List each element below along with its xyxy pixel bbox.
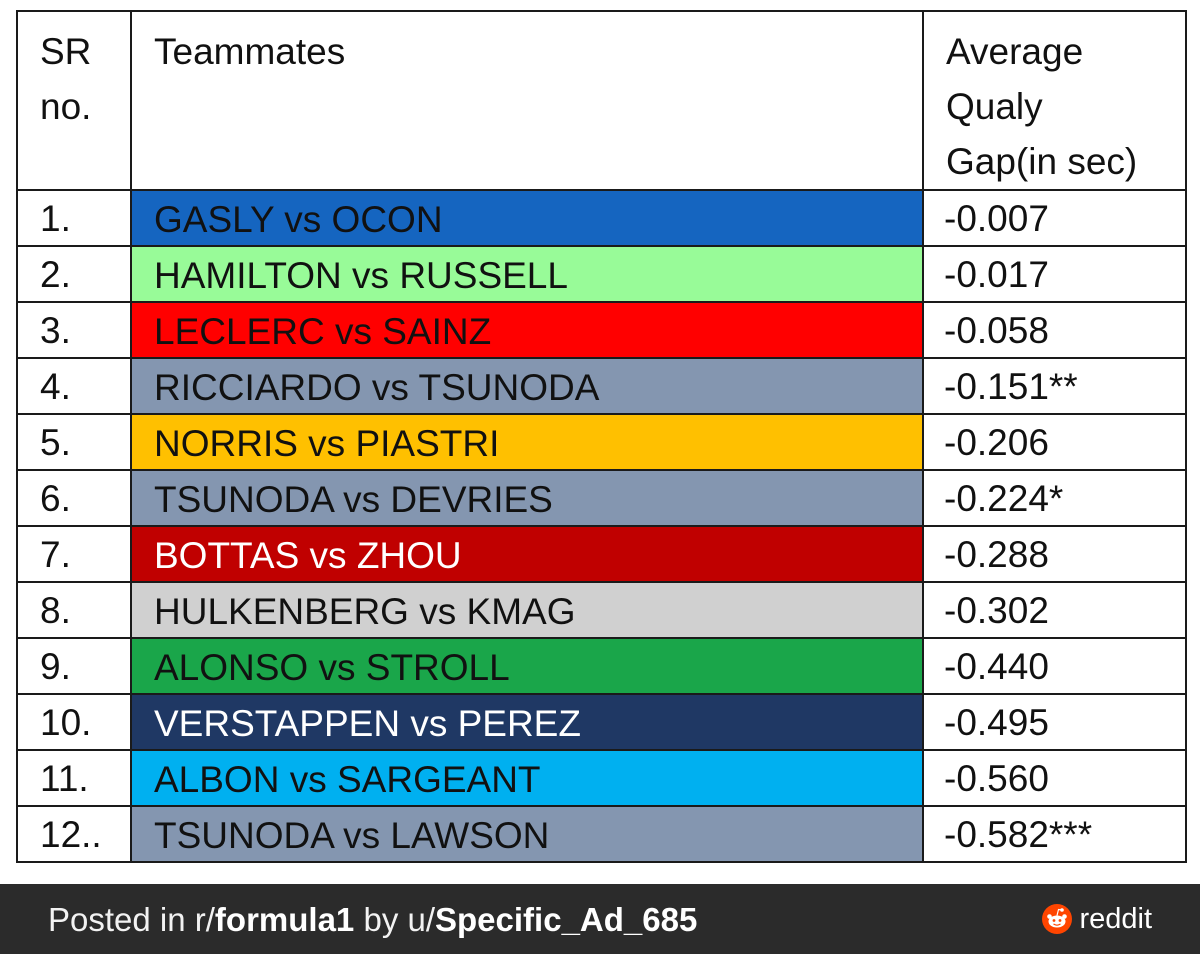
teammates-cell: GASLY vs OCON (130, 189, 924, 247)
header-sr-line1: SR (40, 31, 92, 72)
qualy-gap-cell: -0.495 (922, 693, 1187, 751)
sr-number-cell: 6. (16, 469, 132, 527)
teammates-cell: HULKENBERG vs KMAG (130, 581, 924, 639)
header-gap-line3: Gap(in sec) (946, 141, 1138, 182)
teammates-label: VERSTAPPEN vs PEREZ (133, 696, 921, 748)
header-teammates: Teammates (130, 10, 924, 191)
teammates-cell: TSUNODA vs LAWSON (130, 805, 924, 863)
teammates-label: ALONSO vs STROLL (133, 640, 921, 692)
teammates-label: ALBON vs SARGEANT (133, 752, 921, 804)
username-link[interactable]: Specific_Ad_685 (435, 901, 698, 938)
teammates-cell: ALONSO vs STROLL (130, 637, 924, 695)
reddit-footer-bar: Posted in r/formula1 by u/Specific_Ad_68… (0, 884, 1200, 954)
sr-number-cell: 11. (16, 749, 132, 807)
sr-number-cell: 7. (16, 525, 132, 583)
posted-by-text: Posted in r/formula1 by u/Specific_Ad_68… (48, 901, 697, 939)
teammates-cell: NORRIS vs PIASTRI (130, 413, 924, 471)
header-gap-line2: Qualy (946, 86, 1043, 127)
qualy-gap-cell: -0.582*** (922, 805, 1187, 863)
sr-number-cell: 10. (16, 693, 132, 751)
sr-number-cell: 2. (16, 245, 132, 303)
sr-number-cell: 9. (16, 637, 132, 695)
qualy-gap-cell: -0.560 (922, 749, 1187, 807)
qualy-gap-cell: -0.058 (922, 301, 1187, 359)
teammates-label: HULKENBERG vs KMAG (133, 584, 921, 636)
header-gap: Average Qualy Gap(in sec) (922, 10, 1187, 191)
qualy-gap-cell: -0.288 (922, 525, 1187, 583)
table-row: 10. VERSTAPPEN vs PEREZ -0.495 (16, 693, 1187, 751)
header-sr-line2: no. (40, 86, 92, 127)
teammates-label: LECLERC vs SAINZ (133, 304, 921, 356)
by-label: by u/ (354, 901, 436, 938)
table-row: 11. ALBON vs SARGEANT -0.560 (16, 749, 1187, 807)
table-row: 2. HAMILTON vs RUSSELL -0.017 (16, 245, 1187, 303)
table-row: 3. LECLERC vs SAINZ -0.058 (16, 301, 1187, 359)
table-image: SR no. Teammates Average Qualy Gap(in se… (16, 10, 1187, 863)
qualy-gap-cell: -0.440 (922, 637, 1187, 695)
sr-number-cell: 5. (16, 413, 132, 471)
table-row: 1. GASLY vs OCON -0.007 (16, 189, 1187, 247)
posted-in-label: Posted in r/ (48, 901, 215, 938)
teammates-label: TSUNODA vs LAWSON (133, 808, 921, 860)
teammates-label: BOTTAS vs ZHOU (133, 528, 921, 580)
qualy-gap-cell: -0.302 (922, 581, 1187, 639)
sr-number-cell: 1. (16, 189, 132, 247)
qualifying-gap-table: SR no. Teammates Average Qualy Gap(in se… (16, 10, 1187, 863)
teammates-cell: BOTTAS vs ZHOU (130, 525, 924, 583)
table-row: 5. NORRIS vs PIASTRI -0.206 (16, 413, 1187, 471)
teammates-cell: LECLERC vs SAINZ (130, 301, 924, 359)
table-row: 9. ALONSO vs STROLL -0.440 (16, 637, 1187, 695)
qualy-gap-cell: -0.224* (922, 469, 1187, 527)
subreddit-link[interactable]: formula1 (214, 901, 355, 938)
header-gap-line1: Average (946, 31, 1084, 72)
teammates-cell: RICCIARDO vs TSUNODA (130, 357, 924, 415)
teammates-label: TSUNODA vs DEVRIES (133, 472, 921, 524)
table-row: 8. HULKENBERG vs KMAG -0.302 (16, 581, 1187, 639)
reddit-brand[interactable]: reddit (1042, 902, 1152, 936)
reddit-wordmark: reddit (1079, 903, 1152, 935)
teammates-cell: VERSTAPPEN vs PEREZ (130, 693, 924, 751)
teammates-cell: TSUNODA vs DEVRIES (130, 469, 924, 527)
sr-number-cell: 8. (16, 581, 132, 639)
table-row: 6. TSUNODA vs DEVRIES -0.224* (16, 469, 1187, 527)
teammates-label: GASLY vs OCON (133, 192, 921, 244)
teammates-cell: HAMILTON vs RUSSELL (130, 245, 924, 303)
qualy-gap-cell: -0.007 (922, 189, 1187, 247)
header-teammates-label: Teammates (154, 31, 346, 72)
header-sr: SR no. (16, 10, 132, 191)
qualy-gap-cell: -0.017 (922, 245, 1187, 303)
reddit-logo-icon (1042, 904, 1073, 934)
qualy-gap-cell: -0.206 (922, 413, 1187, 471)
sr-number-cell: 12.. (16, 805, 132, 863)
teammates-cell: ALBON vs SARGEANT (130, 749, 924, 807)
teammates-label: HAMILTON vs RUSSELL (133, 248, 921, 300)
table-header-row: SR no. Teammates Average Qualy Gap(in se… (16, 10, 1187, 191)
teammates-label: RICCIARDO vs TSUNODA (133, 360, 921, 412)
teammates-label: NORRIS vs PIASTRI (133, 416, 921, 468)
table-row: 4. RICCIARDO vs TSUNODA -0.151** (16, 357, 1187, 415)
table-row: 12.. TSUNODA vs LAWSON -0.582*** (16, 805, 1187, 863)
qualy-gap-cell: -0.151** (922, 357, 1187, 415)
sr-number-cell: 3. (16, 301, 132, 359)
table-row: 7. BOTTAS vs ZHOU -0.288 (16, 525, 1187, 583)
sr-number-cell: 4. (16, 357, 132, 415)
